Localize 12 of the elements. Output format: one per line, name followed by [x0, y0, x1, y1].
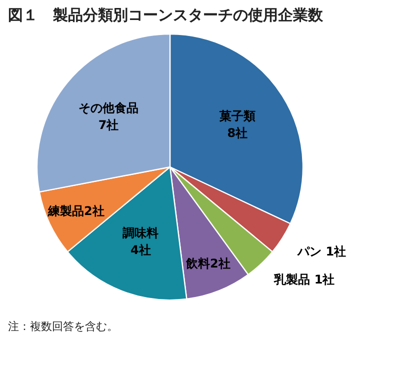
text: 注：複数回答を含む。 [8, 320, 118, 333]
slice-label: 調味料 [122, 226, 159, 240]
slice-label: 飲料2社 [185, 256, 230, 270]
slice-label: 乳製品 1社 [273, 272, 335, 287]
slice-label: 菓子類 [218, 109, 256, 124]
slice-label: その他食品 [78, 101, 139, 116]
slice-label: パン 1社 [296, 244, 346, 258]
slice-label: 練製品2社 [46, 204, 104, 218]
data-label: 8社 [227, 126, 248, 140]
data-label: 4社 [130, 243, 151, 258]
chart-title: 図１ 製品分類別コーンスターチの使用企業数 [8, 6, 324, 24]
data-label: 7社 [98, 118, 119, 132]
